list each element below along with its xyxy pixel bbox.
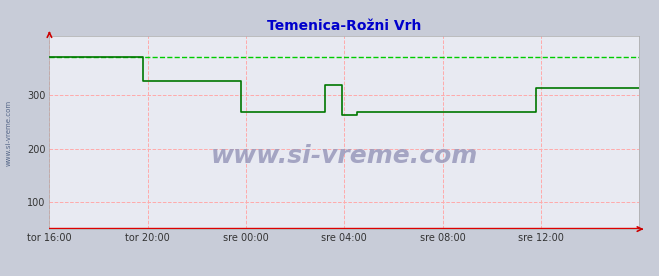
- Text: www.si-vreme.com: www.si-vreme.com: [5, 99, 12, 166]
- Text: www.si-vreme.com: www.si-vreme.com: [211, 144, 478, 168]
- Title: Temenica-Rožni Vrh: Temenica-Rožni Vrh: [267, 19, 422, 33]
